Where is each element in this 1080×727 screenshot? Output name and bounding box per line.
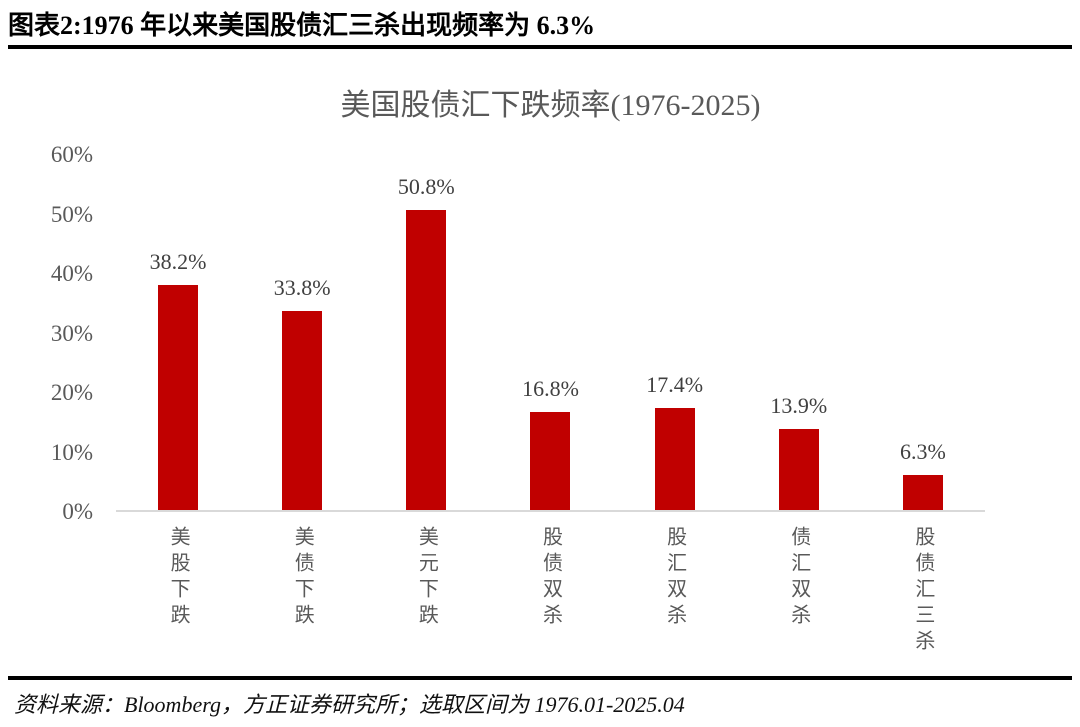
x-category-label: 美元下跌 xyxy=(415,526,438,630)
bar xyxy=(902,474,943,512)
x-label-cell: 债汇双杀 xyxy=(737,526,861,656)
bar xyxy=(778,429,819,512)
x-category-label: 股汇双杀 xyxy=(663,526,686,630)
y-tick-label: 30% xyxy=(50,320,93,346)
caption-divider-rule xyxy=(8,45,1072,49)
x-label-cell: 美元下跌 xyxy=(364,526,488,656)
bar-value-label: 50.8% xyxy=(397,173,455,199)
y-tick-label: 0% xyxy=(62,499,93,524)
bar-value-label: 38.2% xyxy=(149,248,207,274)
bar-series: 38.2% 33.8% 50.8% 16.8% 17.4% 13.9% 6.3% xyxy=(116,155,985,512)
plot-area: 38.2% 33.8% 50.8% 16.8% 17.4% 13.9% 6.3% xyxy=(116,155,985,512)
bar-column: 17.4% xyxy=(613,155,737,512)
data-source-note: 资料来源：Bloomberg，方正证券研究所；选取区间为 1976.01-202… xyxy=(14,692,685,717)
x-category-label: 美股下跌 xyxy=(167,526,190,630)
bar xyxy=(406,209,447,512)
bar-value-label: 17.4% xyxy=(646,372,704,398)
bar xyxy=(530,412,571,512)
y-tick-label: 40% xyxy=(50,261,93,286)
y-tick-label: 10% xyxy=(50,439,93,465)
bar-value-label: 6.3% xyxy=(899,438,946,464)
bar xyxy=(282,310,323,512)
x-label-cell: 美股下跌 xyxy=(116,526,240,656)
bar-value-label: 13.9% xyxy=(770,393,828,419)
y-tick-label: 20% xyxy=(50,380,93,405)
y-axis: 60% 50% 40% 30% 20% 10% 0% xyxy=(20,142,93,524)
figure-caption: 图表2:1976 年以来美国股债汇三杀出现频率为 6.3% xyxy=(8,11,596,40)
x-axis-line xyxy=(116,510,985,512)
x-category-label: 股债双杀 xyxy=(539,526,562,630)
x-label-cell: 股债汇三杀 xyxy=(861,526,985,656)
bar-column: 6.3% xyxy=(861,155,985,512)
bar xyxy=(158,284,199,512)
bar-column: 38.2% xyxy=(116,155,240,512)
bar-column: 16.8% xyxy=(488,155,612,512)
y-tick-label: 50% xyxy=(50,201,93,227)
y-tick-label: 60% xyxy=(50,142,93,167)
x-label-cell: 股汇双杀 xyxy=(613,526,737,656)
x-label-cell: 美债下跌 xyxy=(240,526,364,656)
bar-column: 13.9% xyxy=(737,155,861,512)
chart-title: 美国股债汇下跌频率(1976-2025) xyxy=(340,89,761,122)
footer-divider-rule xyxy=(8,676,1072,680)
bar xyxy=(654,408,695,512)
bar-value-label: 33.8% xyxy=(273,274,331,300)
x-axis-category-labels: 美股下跌 美债下跌 美元下跌 股债双杀 股汇双杀 债汇双杀 股债汇三杀 xyxy=(116,526,985,656)
x-category-label: 美债下跌 xyxy=(291,526,314,630)
bar-column: 50.8% xyxy=(364,155,488,512)
x-label-cell: 股债双杀 xyxy=(488,526,612,656)
x-category-label: 股债汇三杀 xyxy=(911,526,934,656)
x-category-label: 债汇双杀 xyxy=(787,526,810,630)
bar-value-label: 16.8% xyxy=(522,376,579,402)
bar-column: 33.8% xyxy=(240,155,364,512)
